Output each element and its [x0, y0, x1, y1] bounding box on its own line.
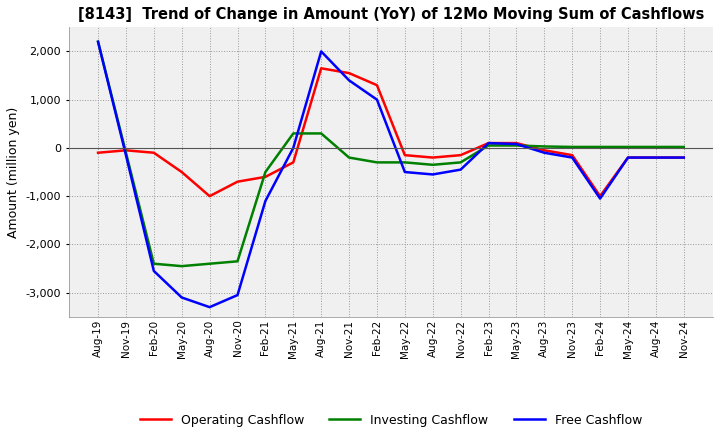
Operating Cashflow	[400, 153, 409, 158]
Operating Cashflow	[428, 155, 437, 160]
Investing Cashflow	[624, 144, 632, 150]
Investing Cashflow	[540, 144, 549, 149]
Free Cashflow	[512, 141, 521, 147]
Operating Cashflow	[233, 179, 242, 184]
Free Cashflow	[345, 78, 354, 83]
Operating Cashflow	[373, 83, 382, 88]
Investing Cashflow	[94, 39, 102, 44]
Line: Investing Cashflow: Investing Cashflow	[98, 42, 684, 266]
Investing Cashflow	[261, 169, 270, 175]
Investing Cashflow	[345, 155, 354, 160]
Operating Cashflow	[652, 155, 660, 160]
Operating Cashflow	[122, 148, 130, 153]
Free Cashflow	[261, 198, 270, 204]
Investing Cashflow	[317, 131, 325, 136]
Free Cashflow	[373, 97, 382, 102]
Investing Cashflow	[595, 144, 604, 150]
Investing Cashflow	[456, 160, 465, 165]
Free Cashflow	[205, 304, 214, 310]
Free Cashflow	[177, 295, 186, 300]
Free Cashflow	[289, 145, 297, 150]
Operating Cashflow	[485, 140, 493, 146]
Free Cashflow	[428, 172, 437, 177]
Free Cashflow	[400, 169, 409, 175]
Title: [8143]  Trend of Change in Amount (YoY) of 12Mo Moving Sum of Cashflows: [8143] Trend of Change in Amount (YoY) o…	[78, 7, 704, 22]
Operating Cashflow	[568, 153, 577, 158]
Operating Cashflow	[624, 155, 632, 160]
Investing Cashflow	[373, 160, 382, 165]
Free Cashflow	[595, 196, 604, 201]
Operating Cashflow	[289, 160, 297, 165]
Line: Operating Cashflow: Operating Cashflow	[98, 68, 684, 196]
Investing Cashflow	[177, 264, 186, 269]
Y-axis label: Amount (million yen): Amount (million yen)	[7, 106, 20, 238]
Investing Cashflow	[652, 144, 660, 150]
Line: Free Cashflow: Free Cashflow	[98, 42, 684, 307]
Investing Cashflow	[205, 261, 214, 266]
Operating Cashflow	[540, 148, 549, 153]
Operating Cashflow	[680, 155, 688, 160]
Free Cashflow	[568, 155, 577, 160]
Free Cashflow	[540, 150, 549, 155]
Operating Cashflow	[456, 153, 465, 158]
Operating Cashflow	[94, 150, 102, 155]
Operating Cashflow	[150, 150, 158, 155]
Operating Cashflow	[317, 66, 325, 71]
Free Cashflow	[94, 39, 102, 44]
Free Cashflow	[233, 293, 242, 298]
Investing Cashflow	[680, 144, 688, 150]
Investing Cashflow	[289, 131, 297, 136]
Investing Cashflow	[568, 144, 577, 150]
Operating Cashflow	[512, 140, 521, 146]
Free Cashflow	[150, 268, 158, 274]
Free Cashflow	[624, 155, 632, 160]
Free Cashflow	[652, 155, 660, 160]
Legend: Operating Cashflow, Investing Cashflow, Free Cashflow: Operating Cashflow, Investing Cashflow, …	[135, 408, 647, 432]
Investing Cashflow	[512, 143, 521, 148]
Operating Cashflow	[205, 194, 214, 199]
Investing Cashflow	[428, 162, 437, 168]
Operating Cashflow	[177, 169, 186, 175]
Investing Cashflow	[122, 150, 130, 155]
Free Cashflow	[680, 155, 688, 160]
Free Cashflow	[122, 153, 130, 158]
Free Cashflow	[485, 140, 493, 146]
Investing Cashflow	[150, 261, 158, 266]
Investing Cashflow	[485, 143, 493, 148]
Free Cashflow	[317, 49, 325, 54]
Operating Cashflow	[595, 194, 604, 199]
Investing Cashflow	[400, 160, 409, 165]
Investing Cashflow	[233, 259, 242, 264]
Operating Cashflow	[261, 174, 270, 180]
Free Cashflow	[456, 167, 465, 172]
Operating Cashflow	[345, 70, 354, 76]
